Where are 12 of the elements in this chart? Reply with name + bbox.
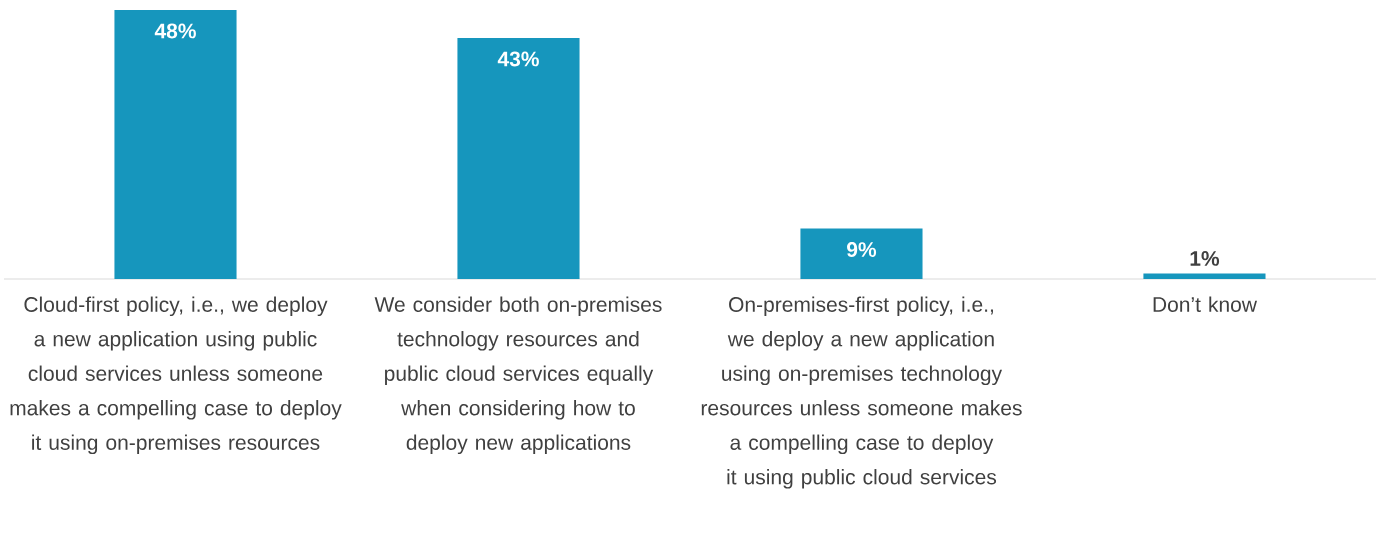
- x-tick-label: On-premises-first policy, i.e., we deploy a new application using on-premises technology resources unless someone makes a compelling case to deploy it using public cloud services: [701, 296, 1022, 489]
- bar: [1143, 273, 1266, 279]
- data-label: 1%: [1190, 251, 1220, 266]
- bar: [800, 228, 923, 279]
- bar: [457, 38, 580, 279]
- x-tick-label: We consider both on-premises technology resources and public cloud services equally when considering how to deploy new applications: [374, 296, 662, 455]
- x-tick-label: Don’t know: [1153, 296, 1258, 312]
- bar: [114, 10, 237, 279]
- data-label: 9%: [847, 242, 877, 257]
- data-label: 48%: [154, 23, 196, 39]
- data-label: 43%: [497, 51, 539, 67]
- x-tick-label: Cloud-first policy, i.e., we deploy a new application using public cloud services unless someone makes a compelling case to deploy it using on-premises resources: [10, 296, 342, 455]
